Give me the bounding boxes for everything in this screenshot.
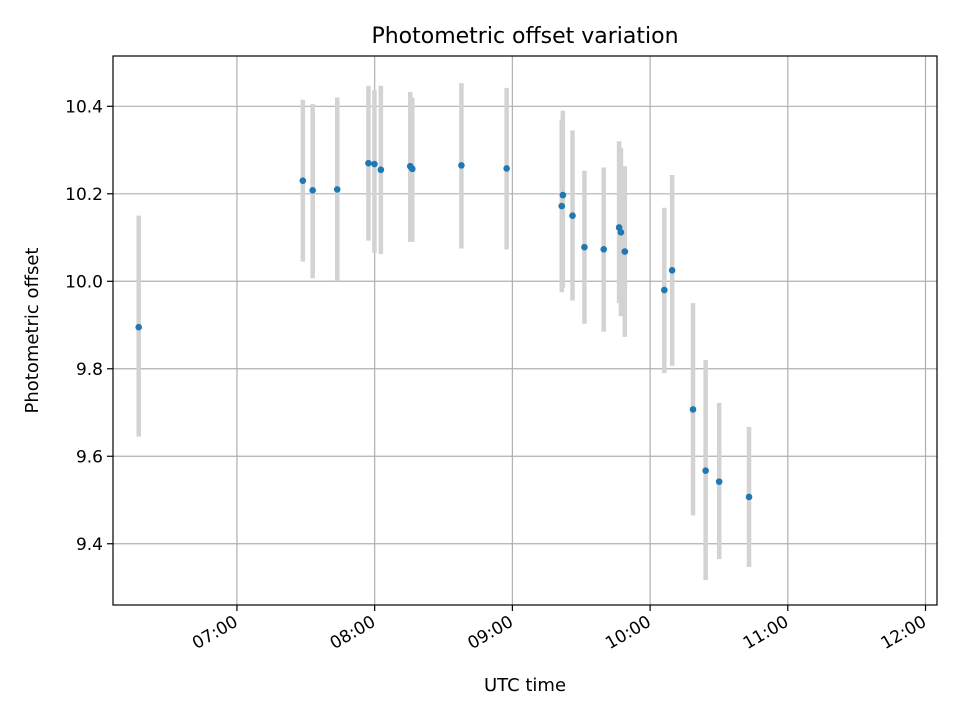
data-point: [558, 202, 566, 210]
data-point: [409, 165, 416, 173]
data-point: [371, 160, 378, 168]
y-tick-label: 10.0: [65, 272, 103, 292]
data-point: [503, 165, 510, 172]
data-point: [689, 406, 697, 413]
data-point: [715, 478, 723, 485]
chart-title: Photometric offset variation: [371, 24, 678, 49]
data-point: [661, 286, 668, 294]
y-tick-label: 10.2: [65, 185, 103, 205]
data-point: [299, 177, 307, 184]
y-tick-label: 10.4: [65, 97, 103, 117]
data-point: [365, 159, 372, 167]
data-point: [559, 191, 567, 199]
data-points: [135, 159, 753, 501]
data-point: [458, 162, 465, 169]
y-axis-label: Photometric offset: [22, 248, 43, 414]
data-point: [702, 467, 709, 475]
data-point: [581, 243, 588, 251]
data-point: [333, 186, 341, 193]
data-point: [621, 248, 629, 255]
data-point: [309, 186, 316, 194]
data-point: [600, 246, 608, 253]
data-point: [569, 212, 576, 219]
data-point: [617, 228, 625, 236]
x-axis-label: UTC time: [484, 675, 566, 696]
data-point: [668, 267, 676, 274]
data-point: [135, 323, 143, 331]
y-tick-label: 9.4: [76, 535, 103, 555]
grid: [113, 56, 937, 605]
y-tick-label: 9.8: [76, 360, 103, 380]
data-point: [745, 493, 753, 501]
plot-frame: [112, 55, 938, 606]
y-tick-label: 9.6: [76, 447, 103, 467]
data-point: [377, 166, 385, 174]
